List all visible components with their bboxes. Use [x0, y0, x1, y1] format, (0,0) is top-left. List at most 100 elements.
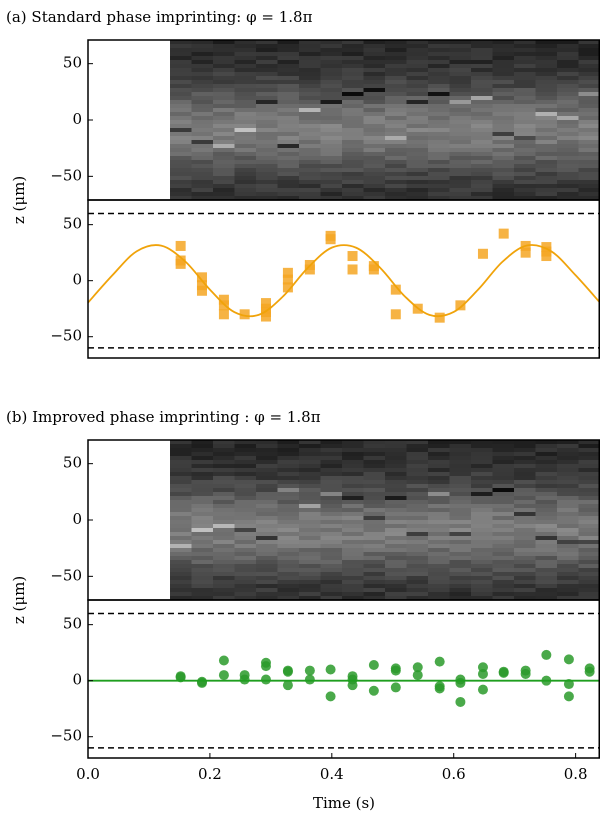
- image-pixel: [213, 556, 235, 561]
- image-pixel: [170, 72, 192, 77]
- image-pixel: [342, 508, 364, 513]
- image-pixel: [428, 540, 450, 545]
- image-pixel: [449, 108, 472, 113]
- image-pixel: [342, 148, 364, 153]
- image-pixel: [385, 184, 407, 189]
- image-pixel: [449, 576, 472, 581]
- image-pixel: [578, 76, 600, 81]
- image-pixel: [191, 540, 214, 545]
- image-pixel: [213, 120, 235, 125]
- image-pixel: [557, 60, 579, 65]
- image-pixel: [342, 560, 364, 565]
- image-pixel: [256, 576, 278, 581]
- image-pixel: [342, 520, 364, 525]
- image-pixel: [213, 192, 235, 197]
- image-pixel: [213, 160, 235, 165]
- image-pixel: [471, 68, 493, 73]
- image-pixel: [471, 52, 493, 57]
- image-pixel: [535, 92, 558, 97]
- image-pixel: [170, 108, 192, 113]
- image-pixel: [234, 544, 257, 549]
- image-pixel: [428, 184, 450, 189]
- image-pixel: [406, 592, 429, 597]
- image-pixel: [277, 572, 300, 577]
- image-pixel: [256, 188, 278, 193]
- image-pixel: [471, 108, 493, 113]
- image-pixel: [492, 52, 515, 57]
- image-pixel: [557, 164, 579, 169]
- data-point: [563, 691, 574, 702]
- image-pixel: [406, 40, 429, 45]
- image-pixel: [170, 136, 192, 141]
- image-pixel: [320, 556, 343, 561]
- image-pixel: [385, 100, 407, 105]
- image-pixel: [256, 136, 278, 141]
- image-pixel: [342, 140, 364, 145]
- image-pixel: [406, 556, 429, 561]
- x-tick-label: 0.2: [198, 765, 222, 783]
- image-pixel: [342, 48, 364, 53]
- image-pixel: [256, 180, 278, 185]
- image-pixel: [428, 556, 450, 561]
- image-pixel: [535, 188, 558, 193]
- image-pixel: [191, 96, 214, 101]
- image-pixel: [471, 484, 493, 489]
- data-point: [304, 665, 315, 676]
- image-pixel: [234, 480, 257, 485]
- image-pixel: [514, 588, 536, 593]
- image-pixel: [234, 524, 257, 529]
- image-pixel: [234, 476, 257, 481]
- data-point: [218, 300, 229, 311]
- image-pixel: [277, 596, 300, 601]
- image-pixel: [191, 156, 214, 161]
- image-pixel: [277, 52, 300, 57]
- image-pixel: [385, 556, 407, 561]
- image-pixel: [320, 100, 343, 105]
- image-pixel: [170, 568, 192, 573]
- image-pixel: [535, 100, 558, 105]
- image-pixel: [256, 132, 278, 137]
- image-pixel: [385, 588, 407, 593]
- image-pixel: [342, 164, 364, 169]
- image-pixel: [363, 132, 386, 137]
- image-pixel: [471, 488, 493, 493]
- image-pixel: [277, 544, 300, 549]
- image-pixel: [256, 560, 278, 565]
- data-point: [390, 682, 401, 693]
- image-pixel: [320, 88, 343, 93]
- image-pixel: [514, 184, 536, 189]
- image-pixel: [406, 136, 429, 141]
- image-pixel: [256, 156, 278, 161]
- image-pixel: [406, 192, 429, 197]
- image-pixel: [191, 48, 214, 53]
- image-pixel: [277, 104, 300, 109]
- image-pixel: [213, 512, 235, 517]
- image-pixel: [471, 112, 493, 117]
- image-pixel: [449, 564, 472, 569]
- image-pixel: [449, 460, 472, 465]
- image-pixel: [449, 492, 472, 497]
- image-pixel: [492, 136, 515, 141]
- image-pixel: [320, 188, 343, 193]
- image-pixel: [191, 76, 214, 81]
- data-point: [368, 659, 379, 670]
- image-pixel: [514, 116, 536, 121]
- image-pixel: [514, 136, 536, 141]
- image-pixel: [191, 176, 214, 181]
- image-pixel: [406, 44, 429, 49]
- image-pixel: [256, 592, 278, 597]
- image-pixel: [449, 56, 472, 61]
- image-pixel: [535, 536, 558, 541]
- image-pixel: [449, 568, 472, 573]
- image-pixel: [363, 584, 386, 589]
- image-pixel: [191, 488, 214, 493]
- image-pixel: [342, 72, 364, 77]
- image-pixel: [342, 180, 364, 185]
- image-pixel: [578, 136, 600, 141]
- image-pixel: [299, 568, 321, 573]
- image-pixel: [514, 160, 536, 165]
- image-pixel: [320, 152, 343, 157]
- image-pixel: [299, 180, 321, 185]
- image-pixel: [213, 564, 235, 569]
- image-pixel: [406, 472, 429, 477]
